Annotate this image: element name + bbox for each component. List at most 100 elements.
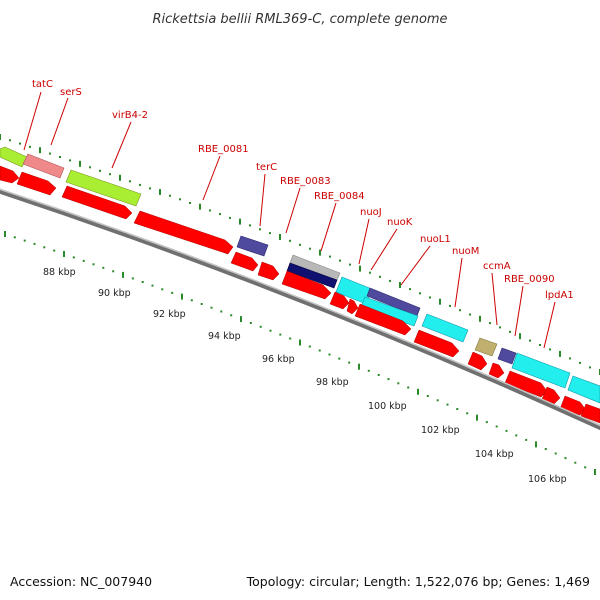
minor-tick [309, 247, 311, 250]
minor-tick [569, 357, 571, 360]
minor-tick [369, 271, 371, 274]
major-tick [417, 388, 419, 395]
cds-arrow [541, 386, 561, 405]
feature-lpda1 [511, 352, 571, 389]
kbp-label: 104 kbp [475, 449, 514, 460]
minor-tick [131, 277, 134, 280]
minor-tick [219, 213, 221, 216]
feature-track [0, 146, 600, 424]
minor-tick [190, 299, 193, 302]
minor-tick [23, 239, 26, 242]
minor-tick [308, 345, 311, 348]
minor-tick [161, 288, 164, 291]
major-tick [319, 249, 321, 256]
major-tick [279, 234, 281, 240]
gene-label-ccma: ccmA [483, 261, 511, 272]
major-tick [4, 231, 6, 237]
minor-tick [139, 183, 141, 186]
minor-tick [564, 457, 567, 460]
cds-arrow [488, 362, 505, 379]
minor-tick [129, 180, 131, 183]
gene-label-lpda1: lpdA1 [545, 290, 574, 301]
minor-tick [189, 202, 191, 204]
minor-tick [449, 304, 451, 307]
gene-label-virb4-2: virB4-2 [112, 110, 148, 121]
minor-tick [584, 466, 587, 469]
minor-tick [151, 284, 154, 287]
minor-tick [99, 169, 101, 172]
minor-tick [328, 353, 331, 356]
accession-text: Accession: NC_007940 [10, 574, 152, 589]
major-tick [240, 316, 242, 323]
outer-tick-track [0, 134, 600, 375]
cds-arrow [257, 261, 280, 281]
minor-tick [367, 369, 370, 372]
minor-tick [499, 326, 501, 329]
cds-arrow [16, 171, 57, 196]
gene-label-nuol1: nuoL1 [420, 234, 451, 245]
feature-virb4 [65, 169, 142, 207]
minor-tick [59, 156, 61, 158]
cds-arrow [133, 210, 234, 255]
minor-tick [200, 303, 203, 305]
minor-tick [509, 330, 511, 333]
major-tick [39, 147, 41, 154]
gene-labels [23, 91, 556, 349]
minor-tick [249, 322, 252, 324]
minor-tick [141, 281, 144, 283]
feature-nuol1 [360, 296, 419, 327]
kbp-labels: 88 kbp 90 kbp 92 kbp 94 kbp 96 kbp 98 kb… [43, 267, 567, 485]
minor-tick [459, 309, 461, 312]
minor-tick [495, 425, 498, 428]
kbp-label: 88 kbp [43, 267, 76, 278]
minor-tick [544, 448, 547, 450]
cds-arrow [230, 251, 259, 272]
minor-tick [485, 421, 488, 424]
minor-tick [419, 292, 421, 295]
summary-text: Topology: circular; Length: 1,522,076 bp… [246, 574, 590, 589]
major-tick [159, 189, 161, 195]
feature-nuom [421, 313, 469, 343]
minor-tick [69, 159, 71, 162]
minor-tick [387, 378, 390, 381]
minor-tick [92, 263, 95, 266]
minor-tick [29, 145, 31, 148]
major-tick [0, 134, 1, 140]
minor-tick [269, 329, 272, 332]
cds-arrow [580, 403, 600, 424]
minor-tick [72, 256, 75, 259]
minor-tick [210, 306, 213, 309]
minor-tick [429, 296, 431, 299]
minor-tick [579, 361, 581, 364]
feature-rbe0090 [497, 347, 517, 365]
minor-tick [339, 259, 341, 262]
feature-rbe0083-navy [286, 262, 338, 289]
minor-tick [397, 382, 400, 385]
cds-arrow [329, 291, 350, 310]
minor-tick [89, 166, 91, 169]
minor-tick [33, 242, 36, 245]
major-tick [594, 469, 596, 475]
minor-tick [169, 194, 171, 197]
cds-arrow [281, 270, 332, 300]
minor-tick [329, 255, 331, 258]
cds-arrow [61, 185, 133, 220]
major-tick [559, 350, 561, 357]
major-tick [479, 315, 481, 322]
major-tick [476, 414, 478, 421]
minor-tick [318, 349, 321, 352]
minor-tick [259, 228, 261, 231]
minor-tick [456, 408, 459, 410]
major-tick [239, 218, 241, 225]
feature-tatc [0, 146, 28, 168]
minor-tick [436, 399, 439, 402]
minor-tick [109, 173, 111, 176]
minor-tick [389, 279, 391, 282]
minor-tick [53, 249, 56, 252]
cds-arrow [467, 351, 488, 371]
map-title: Rickettsia bellii RML369-C, complete gen… [152, 12, 447, 27]
major-tick [79, 160, 81, 167]
kbp-label: 98 kbp [316, 377, 349, 388]
gene-label-texts: tatC serS virB4-2 RBE_0081 terC RBE_0083… [32, 79, 574, 301]
minor-tick [82, 259, 85, 262]
